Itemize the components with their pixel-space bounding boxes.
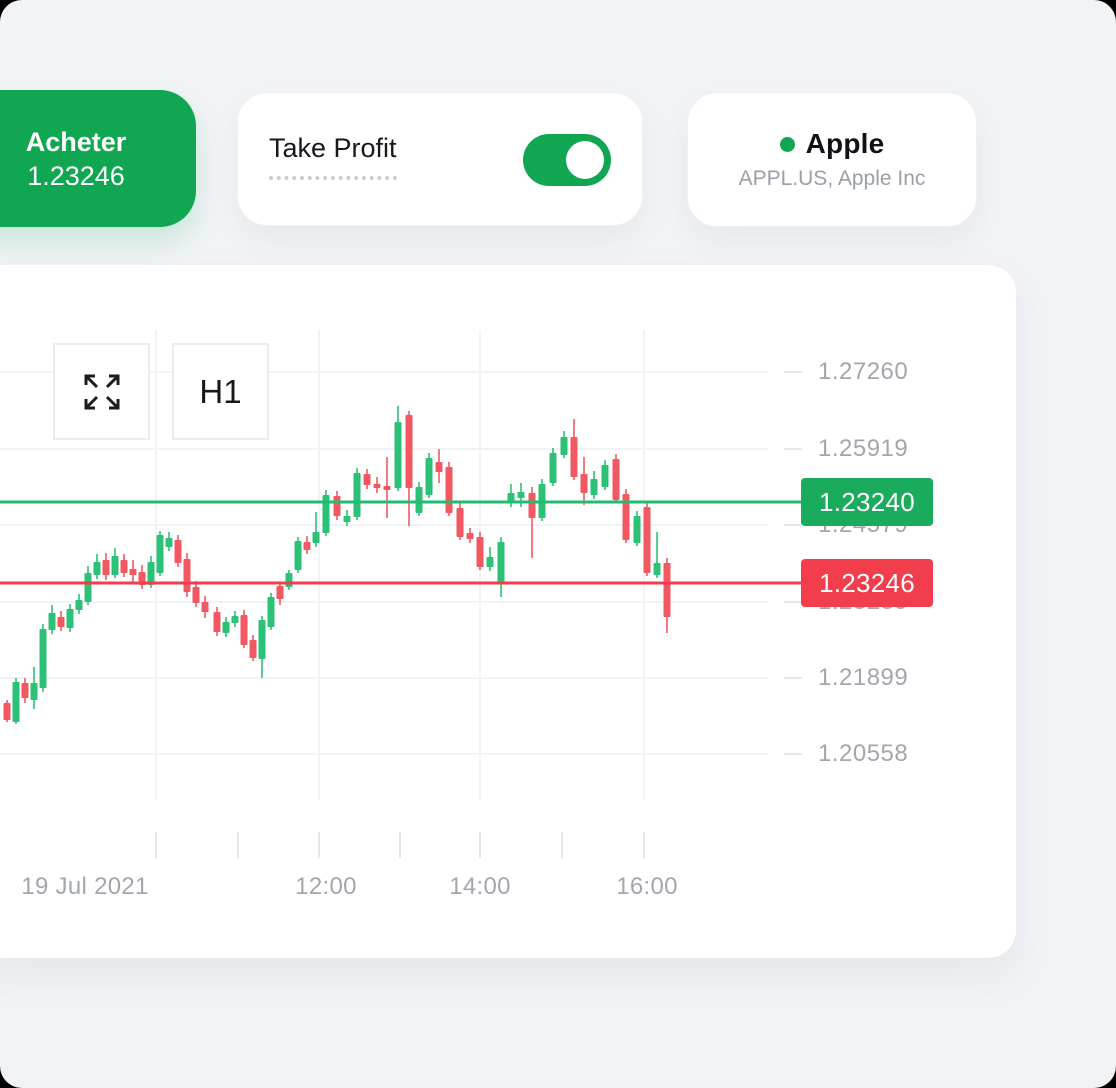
- instrument-status-dot: [779, 136, 795, 152]
- expand-arrows-icon: [84, 374, 119, 409]
- chart-card: [0, 265, 1016, 958]
- timeframe-button[interactable]: H1: [172, 343, 269, 440]
- take-profit-price-badge[interactable]: 1.23240: [801, 478, 933, 526]
- x-axis-label: 19 Jul 2021: [21, 873, 149, 900]
- y-axis-label: 1.25919: [818, 435, 909, 462]
- take-profit-label: Take Profit: [269, 133, 397, 180]
- y-axis-label: 1.20558: [818, 740, 909, 767]
- take-profit-toggle[interactable]: [523, 134, 611, 186]
- instrument-details: APPL.US, Apple Inc: [738, 167, 926, 190]
- buy-price-badge[interactable]: 1.23246: [801, 559, 933, 607]
- take-profit-card: Take Profit: [237, 92, 643, 226]
- x-axis-label: 12:00: [295, 873, 357, 900]
- y-axis-label: 1.27260: [818, 358, 909, 385]
- y-axis-label: 1.21899: [818, 664, 909, 691]
- x-axis-label: 16:00: [616, 873, 678, 900]
- instrument-name: Apple: [805, 128, 885, 159]
- fullscreen-button[interactable]: [53, 343, 150, 440]
- timeframe-label: H1: [199, 372, 242, 410]
- instrument-card[interactable]: Apple APPL.US, Apple Inc: [687, 92, 977, 227]
- buy-button-label: Acheter: [25, 126, 127, 157]
- buy-button[interactable]: Acheter 1.23246: [0, 90, 196, 227]
- x-axis-label: 14:00: [449, 873, 511, 900]
- buy-button-price: 1.23246: [27, 160, 125, 191]
- toggle-knob: [566, 141, 604, 179]
